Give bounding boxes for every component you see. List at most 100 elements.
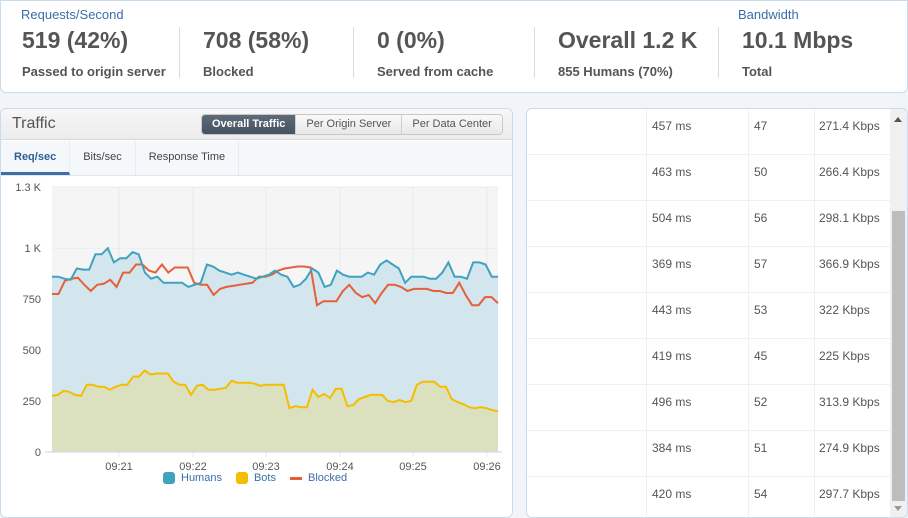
bots-area [52, 370, 498, 452]
response-time-cell: 384 ms [652, 441, 692, 455]
stat-label: Passed to origin server [22, 64, 166, 79]
svg-text:500: 500 [23, 345, 41, 357]
stat-passed-to-origin: 519 (42%) Passed to origin server [22, 27, 166, 79]
legend-bots[interactable]: Bots [235, 472, 276, 484]
divider [718, 27, 719, 78]
segment-overall-traffic[interactable]: Overall Traffic [202, 115, 296, 134]
legend-blocked[interactable]: Blocked [289, 472, 348, 484]
bandwidth-cell: 225 Kbps [819, 349, 870, 363]
bandwidth-cell: 274.9 Kbps [819, 441, 880, 455]
count-cell: 47 [754, 119, 768, 133]
bots-swatch-icon [235, 472, 248, 484]
svg-text:1 K: 1 K [24, 243, 41, 255]
traffic-header: Traffic Overall Traffic Per Origin Serve… [1, 109, 512, 140]
traffic-view-switch: Overall Traffic Per Origin Server Per Da… [201, 114, 503, 135]
bandwidth-cell: 366.9 Kbps [819, 257, 880, 271]
bandwidth-cell: 266.4 Kbps [819, 165, 880, 179]
bandwidth-cell: 271.4 Kbps [819, 119, 880, 133]
legend-label: Humans [181, 472, 222, 484]
svg-text:09:22: 09:22 [179, 461, 207, 473]
stat-label: Blocked [203, 64, 254, 79]
stat-label: Served from cache [377, 64, 494, 79]
tab-bits-sec[interactable]: Bits/sec [70, 141, 136, 175]
svg-text:09:26: 09:26 [473, 461, 501, 473]
response-time-cell: 504 ms [652, 211, 692, 225]
bandwidth-cell: 297.7 Kbps [819, 487, 880, 501]
stat-served-from-cache: 0 (0%) Served from cache [377, 27, 493, 79]
legend-humans[interactable]: Humans [163, 472, 222, 484]
response-time-cell: 496 ms [652, 395, 692, 409]
bandwidth-cell: 313.9 Kbps [819, 395, 880, 409]
column-divider [814, 109, 815, 517]
count-cell: 53 [754, 303, 768, 317]
table-row[interactable]: 419 ms 45 225 Kbps [527, 339, 892, 385]
stat-value: 0 (0%) [377, 27, 445, 53]
svg-text:250: 250 [23, 396, 41, 408]
table-row[interactable]: 463 ms 50 266.4 Kbps [527, 155, 892, 201]
table-row[interactable]: 504 ms 56 298.1 Kbps [527, 201, 892, 247]
count-cell: 56 [754, 211, 768, 225]
column-divider [748, 109, 749, 517]
legend-label: Bots [253, 472, 276, 484]
segment-per-origin-server[interactable]: Per Origin Server [295, 115, 402, 134]
svg-text:0: 0 [35, 447, 41, 459]
vertical-scrollbar[interactable] [890, 109, 907, 517]
svg-text:09:21: 09:21 [105, 461, 133, 473]
bandwidth-cell: 322 Kbps [819, 303, 870, 317]
table-row[interactable]: 496 ms 52 313.9 Kbps [527, 385, 892, 431]
response-time-cell: 443 ms [652, 303, 692, 317]
count-cell: 51 [754, 441, 768, 455]
stat-bandwidth-total: 10.1 Mbps Total [742, 27, 853, 79]
stat-blocked: 708 (58%) Blocked [203, 27, 309, 79]
stat-value: 708 (58%) [203, 27, 310, 53]
metric-tabs: Req/sec Bits/sec Response Time [1, 141, 512, 176]
legend-label: Blocked [307, 472, 348, 484]
blocked-line [52, 262, 499, 307]
stat-value: 10.1 Mbps [742, 27, 854, 53]
response-time-cell: 457 ms [652, 119, 692, 133]
stat-value: 519 (42%) [22, 27, 129, 53]
scroll-up-icon[interactable] [894, 117, 902, 122]
count-cell: 50 [754, 165, 768, 179]
segment-per-data-center[interactable]: Per Data Center [401, 115, 502, 134]
count-cell: 54 [754, 487, 768, 501]
table-row[interactable]: 420 ms 54 297.7 Kbps [527, 477, 892, 517]
svg-text:09:25: 09:25 [399, 461, 427, 473]
stat-overall: Overall 1.2 K 855 Humans (70%) [558, 27, 697, 79]
bandwidth-label: Bandwidth [738, 7, 799, 22]
tab-req-sec[interactable]: Req/sec [1, 141, 71, 175]
traffic-panel: Traffic Overall Traffic Per Origin Serve… [0, 108, 513, 518]
table-row[interactable]: 369 ms 57 366.9 Kbps [527, 247, 892, 293]
tab-response-time[interactable]: Response Time [136, 141, 240, 175]
table-row[interactable]: 457 ms 47 271.4 Kbps [527, 109, 892, 155]
table-row[interactable]: 384 ms 51 274.9 Kbps [527, 431, 892, 477]
summary-panel: Requests/Second Bandwidth 519 (42%) Pass… [0, 0, 908, 93]
table-row[interactable]: 443 ms 53 322 Kbps [527, 293, 892, 339]
humans-swatch-icon [163, 472, 175, 484]
svg-text:750: 750 [23, 294, 41, 306]
count-cell: 52 [754, 395, 768, 409]
response-time-cell: 369 ms [652, 257, 692, 271]
bandwidth-cell: 298.1 Kbps [819, 211, 880, 225]
requests-per-second-label: Requests/Second [21, 7, 124, 22]
count-cell: 57 [754, 257, 768, 271]
chart-legend: Humans Bots Blocked [163, 472, 361, 484]
response-time-cell: 420 ms [652, 487, 692, 501]
stats-table: 457 ms 47 271.4 Kbps 463 ms 50 266.4 Kbps 504 … [526, 108, 908, 518]
response-time-cell: 419 ms [652, 349, 692, 363]
count-cell: 45 [754, 349, 768, 363]
humans-line [52, 246, 498, 289]
response-time-cell: 463 ms [652, 165, 692, 179]
column-divider [646, 109, 647, 517]
svg-text:09:23: 09:23 [252, 461, 280, 473]
scroll-down-icon[interactable] [894, 506, 902, 511]
x-axis-ticks: 09:21 09:22 09:23 09:24 09:25 09:26 [105, 461, 501, 473]
svg-text:09:24: 09:24 [326, 461, 354, 473]
stat-value: Overall 1.2 K [558, 27, 698, 53]
stat-label: Total [742, 64, 773, 79]
blocked-line-icon [289, 476, 302, 480]
stat-label: 855 Humans (70%) [558, 64, 673, 79]
bots-line [51, 369, 499, 413]
scrollbar-thumb[interactable] [892, 211, 905, 501]
